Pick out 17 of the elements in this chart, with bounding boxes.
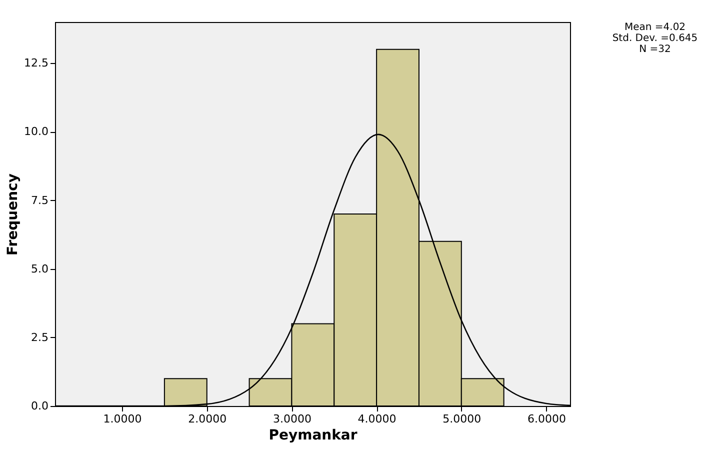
x-tick-label: 2.0000 — [188, 412, 227, 426]
y-tick-label: 2.5 — [31, 330, 48, 344]
y-tick-label: 5.0 — [31, 262, 48, 276]
text: Std. Dev. =0.645 — [612, 33, 698, 44]
x-axis-title: Peymankar — [268, 428, 358, 444]
y-tick-label: 7.5 — [31, 194, 48, 207]
x-tick-label: 4.0000 — [358, 412, 396, 426]
text: Mean =4.02 — [624, 22, 686, 33]
y-tick-label: 0.0 — [31, 400, 48, 412]
y-tick-label: 10.0 — [24, 125, 48, 138]
text: N =32 — [639, 44, 671, 55]
y-tick-label: 12.5 — [24, 56, 48, 70]
y-axis-title: Frequency — [5, 174, 22, 256]
x-tick-label: 3.0000 — [272, 412, 312, 426]
x-tick-label: 6.0000 — [527, 412, 566, 426]
x-tick-label: 1.0000 — [103, 412, 142, 426]
x-tick-label: 5.0000 — [442, 412, 482, 426]
